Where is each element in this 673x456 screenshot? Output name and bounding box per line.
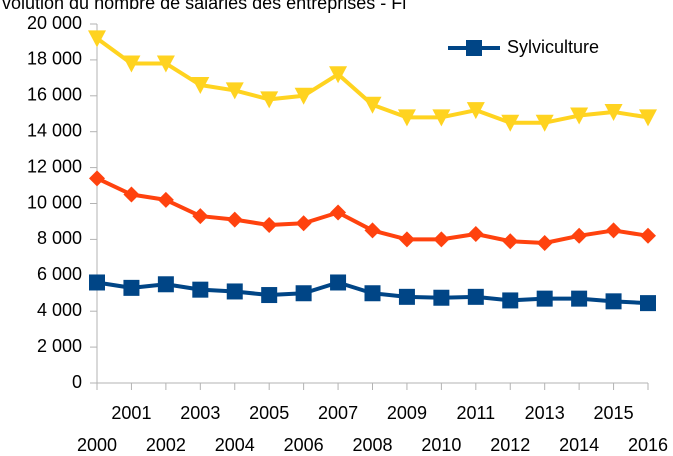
point: [432, 109, 451, 127]
point: [123, 279, 140, 296]
x-tick-label: 2008: [352, 435, 392, 455]
point: [329, 66, 348, 84]
point: [466, 102, 485, 120]
point: [192, 208, 209, 225]
point: [156, 55, 175, 73]
x-tick-label: 2003: [180, 403, 220, 423]
point: [261, 217, 278, 234]
y-tick-label: 16 000: [27, 85, 82, 105]
point: [604, 103, 623, 121]
x-tick-label: 2013: [525, 403, 565, 423]
point: [467, 288, 484, 305]
point: [535, 114, 554, 132]
x-tick-label: 2012: [490, 435, 530, 455]
x-tick-label: 2007: [318, 403, 358, 423]
chart-title: volution du nombre de salariés des entre…: [2, 0, 406, 13]
point: [260, 91, 279, 109]
y-tick-label: 6 000: [37, 264, 82, 284]
point: [536, 234, 553, 251]
point: [89, 170, 105, 187]
point: [397, 109, 416, 127]
y-tick-label: 14 000: [27, 120, 82, 140]
x-tick-label: 2016: [628, 435, 668, 455]
x-tick-label: 2001: [111, 403, 151, 423]
point: [640, 227, 656, 244]
point: [225, 82, 244, 100]
point: [571, 290, 588, 307]
point: [467, 226, 484, 243]
point: [398, 231, 415, 248]
point: [157, 191, 174, 208]
point: [226, 283, 243, 300]
point: [330, 274, 347, 291]
point: [261, 287, 278, 304]
x-tick-label: 2010: [421, 435, 461, 455]
x-tick-label: 2009: [387, 403, 427, 423]
point: [639, 109, 657, 127]
x-tick-label: 2004: [215, 435, 255, 455]
point: [89, 274, 105, 291]
point: [191, 77, 210, 95]
y-tick-label: 10 000: [27, 192, 82, 212]
point: [571, 227, 588, 244]
legend-marker: [466, 40, 482, 56]
x-tick-label: 2011: [456, 403, 495, 423]
point: [295, 215, 312, 232]
point: [570, 107, 589, 125]
point: [192, 281, 209, 298]
point: [295, 285, 312, 302]
x-tick-label: 2005: [249, 403, 289, 423]
y-tick-label: 2 000: [37, 336, 82, 356]
point: [157, 276, 174, 293]
y-tick-label: 12 000: [27, 156, 82, 176]
point: [364, 285, 381, 302]
x-tick-label: 2006: [284, 435, 324, 455]
point: [294, 87, 313, 105]
point: [122, 55, 141, 73]
x-tick-label: 2014: [559, 435, 599, 455]
point: [433, 289, 450, 306]
point: [502, 233, 519, 250]
point: [605, 293, 622, 310]
point: [398, 288, 415, 305]
y-tick-label: 8 000: [37, 228, 82, 248]
y-tick-label: 20 000: [27, 13, 82, 33]
point: [226, 211, 243, 228]
y-tick-label: 0: [72, 372, 82, 392]
x-tick-label: 2002: [146, 435, 186, 455]
point: [363, 96, 382, 114]
point: [501, 114, 520, 132]
point: [502, 292, 519, 309]
y-tick-label: 4 000: [37, 300, 82, 320]
x-tick-label: 2015: [594, 403, 634, 423]
point: [364, 222, 381, 239]
point: [433, 231, 450, 248]
point: [123, 186, 140, 203]
x-tick-label: 2000: [77, 435, 117, 455]
y-tick-label: 18 000: [27, 49, 82, 69]
point: [536, 290, 553, 307]
legend-label: Sylviculture: [507, 37, 599, 57]
point: [640, 295, 656, 312]
point: [330, 204, 347, 221]
point: [88, 30, 106, 48]
point: [605, 222, 622, 239]
